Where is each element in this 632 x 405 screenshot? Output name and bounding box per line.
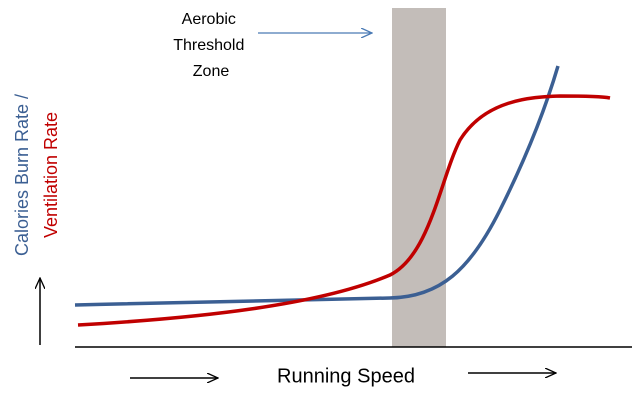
calories-curve bbox=[74, 65, 560, 307]
threshold-zone bbox=[392, 8, 446, 347]
annotation: Aerobic Threshold Zone bbox=[173, 11, 249, 80]
annotation-line: Threshold bbox=[173, 37, 244, 54]
y-axis-label: Ventilation Rate bbox=[41, 112, 61, 238]
ventilation-curve bbox=[77, 94, 611, 327]
x-axis-label: Running Speed bbox=[277, 365, 415, 387]
y-axis-label: Calories Burn Rate / bbox=[12, 94, 32, 256]
annotation-line: Aerobic bbox=[182, 11, 236, 28]
annotation-line: Zone bbox=[193, 63, 230, 80]
